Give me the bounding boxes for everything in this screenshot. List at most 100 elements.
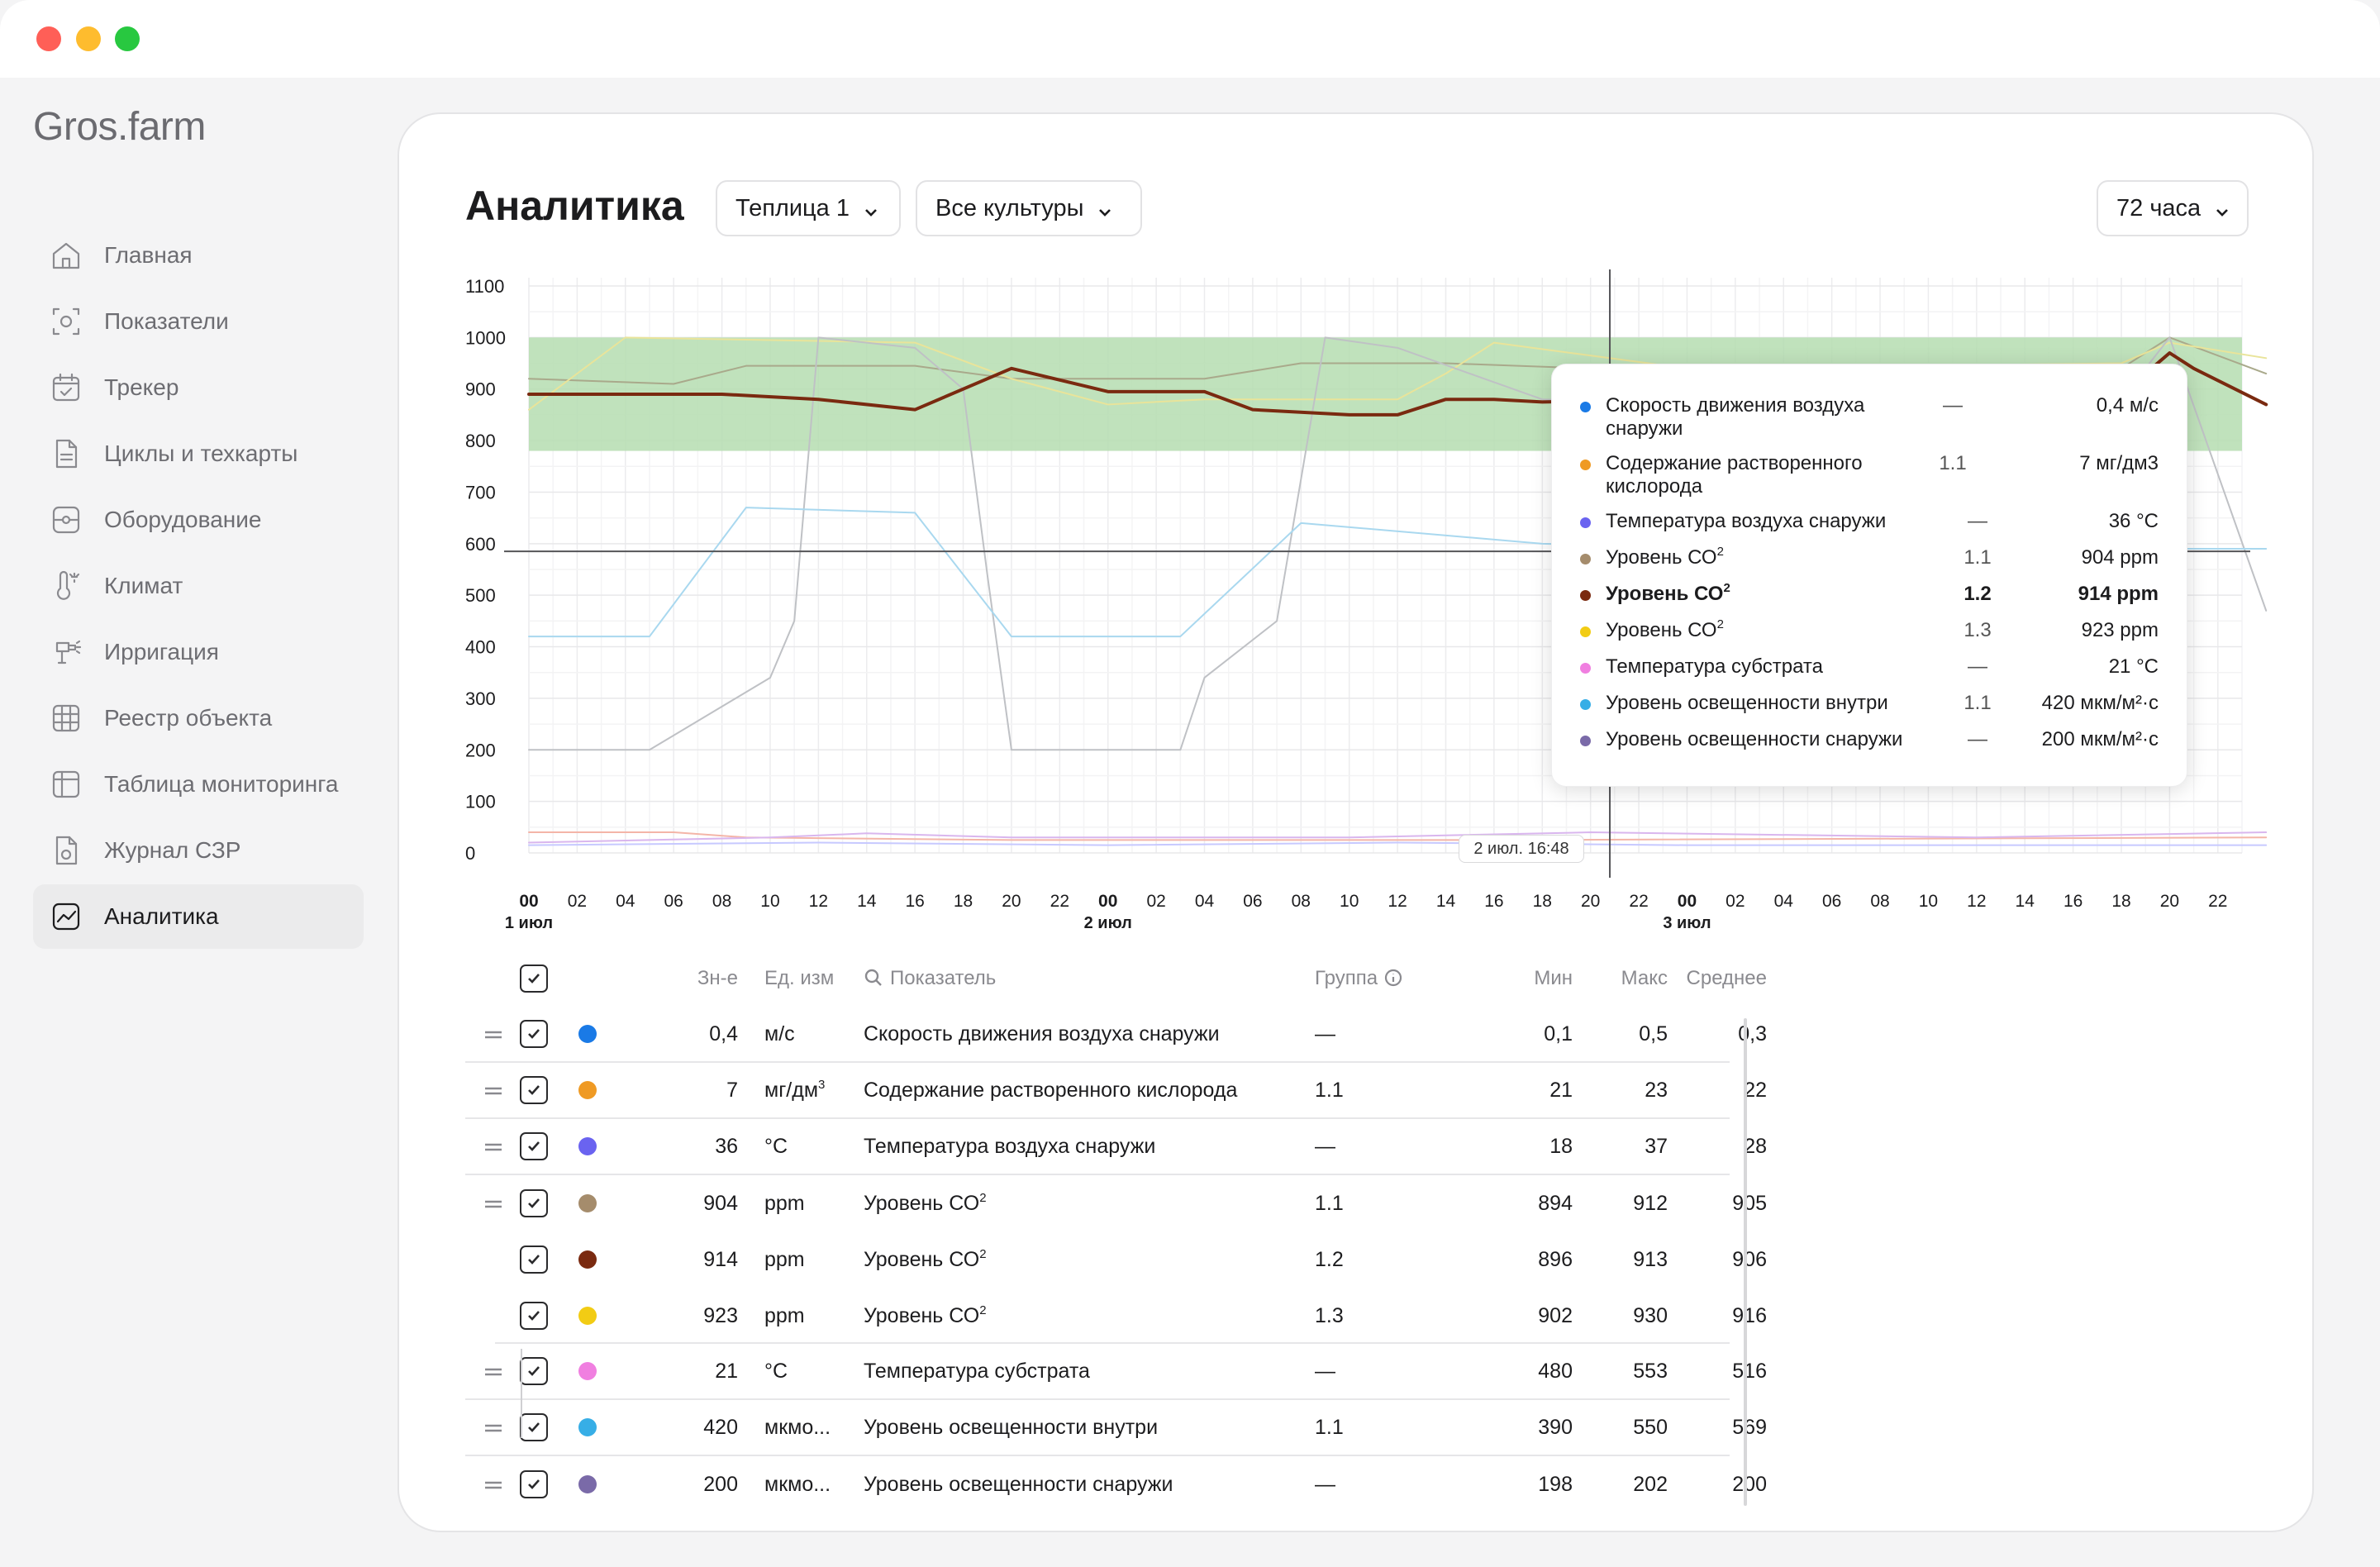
row-checkbox[interactable] [520, 1020, 548, 1048]
culture-select[interactable]: Все культуры [916, 180, 1142, 236]
drag-handle-icon[interactable] [483, 1079, 503, 1103]
row-unit: °С [764, 1359, 788, 1383]
header-name-search[interactable]: Показатель [864, 967, 1326, 990]
series-line-3 [528, 336, 2268, 411]
app-logo[interactable]: Gros.farm [33, 105, 206, 149]
tooltip-group: — [1943, 394, 1963, 417]
table-row[interactable]: 200 мкмо... Уровень освещенности снаружи — 1… [465, 1456, 1767, 1512]
table-row[interactable]: 0,4 м/с Скорость движения воздуха снаружи —… [465, 1007, 1767, 1063]
series-color-dot [1580, 736, 1591, 746]
x-tick-label: 00 [519, 892, 538, 911]
row-avg: 200 [1732, 1472, 1767, 1496]
x-tick-label: 08 [1870, 892, 1889, 911]
minimize-window-button[interactable] [76, 26, 101, 51]
row-indicator-name: Уровень освещенности внутри [864, 1415, 1159, 1439]
row-group: — [1315, 1022, 1335, 1045]
chevron-down-icon [1097, 200, 1113, 217]
drag-handle-icon[interactable] [483, 1022, 503, 1046]
header-max[interactable]: Макс [1621, 967, 1668, 989]
row-max: 37 [1645, 1134, 1668, 1158]
series-line-2 [528, 336, 2268, 385]
sidebar-item-10[interactable]: Журнал СЗР [33, 818, 364, 883]
row-indicator-name: Уровень СО2 [864, 1246, 987, 1271]
select-all-checkbox[interactable] [520, 964, 548, 993]
tooltip-value: 200 мкм/м²·с [2041, 728, 2159, 750]
table-row[interactable]: 7 мг/дм3 Содержание растворенного кислород… [465, 1063, 1767, 1119]
table-scrollbar[interactable] [1744, 1018, 1747, 1506]
indicators-table: Зн-е Ед. изм Показатель Группа Мин Макс … [465, 950, 1767, 1512]
sidebar-item-11[interactable]: Аналитика [33, 884, 364, 949]
series-color-dot [578, 1025, 597, 1043]
x-tick-label: 06 [1822, 892, 1841, 911]
close-window-button[interactable] [36, 26, 61, 51]
x-tick-label: 12 [1967, 892, 1986, 911]
greenhouse-select[interactable]: Теплица 1 [716, 180, 901, 236]
row-checkbox[interactable] [520, 1357, 548, 1385]
sidebar-item-6[interactable]: Климат [33, 554, 364, 618]
table-row[interactable]: 420 мкмо... Уровень освещенности внутри 1.1… [465, 1400, 1767, 1456]
table-row[interactable]: 914 ppm Уровень СО2 1.2 896 913 906 [465, 1231, 1767, 1288]
row-checkbox[interactable] [520, 1189, 548, 1217]
document-icon [50, 437, 83, 470]
row-max: 0,5 [1639, 1022, 1668, 1045]
header-group-label: Группа [1315, 967, 1378, 989]
row-min: 390 [1538, 1415, 1573, 1439]
row-max: 913 [1633, 1247, 1668, 1271]
header-min[interactable]: Мин [1534, 967, 1573, 989]
drag-handle-icon[interactable] [483, 1135, 503, 1159]
y-tick-label: 500 [465, 585, 496, 606]
table-row[interactable]: 904 ppm Уровень СО2 1.1 894 912 905 [465, 1175, 1767, 1231]
header-value[interactable]: Зн-е [697, 967, 738, 989]
drag-handle-icon[interactable] [483, 1473, 503, 1497]
tooltip-group: 1.1 [1963, 692, 1992, 714]
table-row[interactable]: 21 °С Температура субстрата — 480 553 516 [465, 1344, 1767, 1400]
x-tick-label: 06 [1243, 892, 1262, 911]
sidebar-item-3[interactable]: Трекер [33, 355, 364, 420]
row-value: 7 [726, 1078, 738, 1102]
tooltip-row: Скорость движения воздуха снаружи — 0,4 м/… [1580, 394, 2159, 441]
row-avg: 905 [1732, 1191, 1767, 1215]
table-row[interactable]: 36 °С Температура воздуха снаружи — 18 37 28 [465, 1119, 1767, 1175]
row-checkbox[interactable] [520, 1246, 548, 1274]
tooltip-name: Уровень освещенности внутри [1606, 692, 1888, 714]
page-title: Аналитика [465, 183, 684, 229]
period-select[interactable]: 72 часа [2097, 180, 2249, 236]
row-checkbox[interactable] [520, 1076, 548, 1104]
tooltip-group: — [1968, 655, 1987, 678]
header-group[interactable]: Группа [1315, 967, 1439, 990]
chevron-down-icon [863, 200, 879, 217]
analytics-card: Аналитика Теплица 1 Все культуры 72 часа… [397, 112, 2314, 1532]
sidebar-item-4[interactable]: Циклы и техкарты [33, 422, 364, 486]
x-tick-label: 06 [664, 892, 683, 911]
header-unit[interactable]: Ед. изм [764, 967, 835, 989]
calendar-check-icon [50, 371, 83, 404]
series-line-7 [528, 831, 2268, 844]
sidebar-item-label: Трекер [104, 374, 179, 400]
x-tick-label: 08 [1292, 892, 1311, 911]
sidebar-item-5[interactable]: Оборудование [33, 488, 364, 552]
analytics-icon [50, 900, 83, 933]
sidebar-item-9[interactable]: Таблица мониторинга [33, 752, 364, 817]
tooltip-value: 420 мкм/м²·с [2041, 692, 2159, 714]
row-checkbox[interactable] [520, 1132, 548, 1160]
drag-handle-icon[interactable] [483, 1360, 503, 1384]
row-unit: °С [764, 1134, 788, 1158]
sidebar-item-2[interactable]: Показатели [33, 289, 364, 354]
drag-handle-icon[interactable] [483, 1416, 503, 1440]
info-icon[interactable] [1384, 969, 1402, 987]
maximize-window-button[interactable] [115, 26, 140, 51]
row-checkbox[interactable] [520, 1470, 548, 1498]
drag-handle-icon[interactable] [483, 1192, 503, 1216]
table-row[interactable]: 923 ppm Уровень СО2 1.3 902 930 916 [495, 1288, 1767, 1344]
x-tick-label: 10 [1340, 892, 1359, 911]
row-checkbox[interactable] [520, 1302, 548, 1330]
series-color-dot [578, 1475, 597, 1493]
header-avg[interactable]: Среднее [1686, 967, 1767, 989]
row-checkbox[interactable] [520, 1413, 548, 1441]
x-tick-label: 16 [2063, 892, 2082, 911]
row-group: 1.1 [1315, 1191, 1344, 1215]
sidebar-item-7[interactable]: Ирригация [33, 620, 364, 684]
sidebar-item-1[interactable]: Главная [33, 223, 364, 288]
sidebar-item-8[interactable]: Реестр объекта [33, 686, 364, 750]
x-tick-label: 12 [1388, 892, 1407, 911]
